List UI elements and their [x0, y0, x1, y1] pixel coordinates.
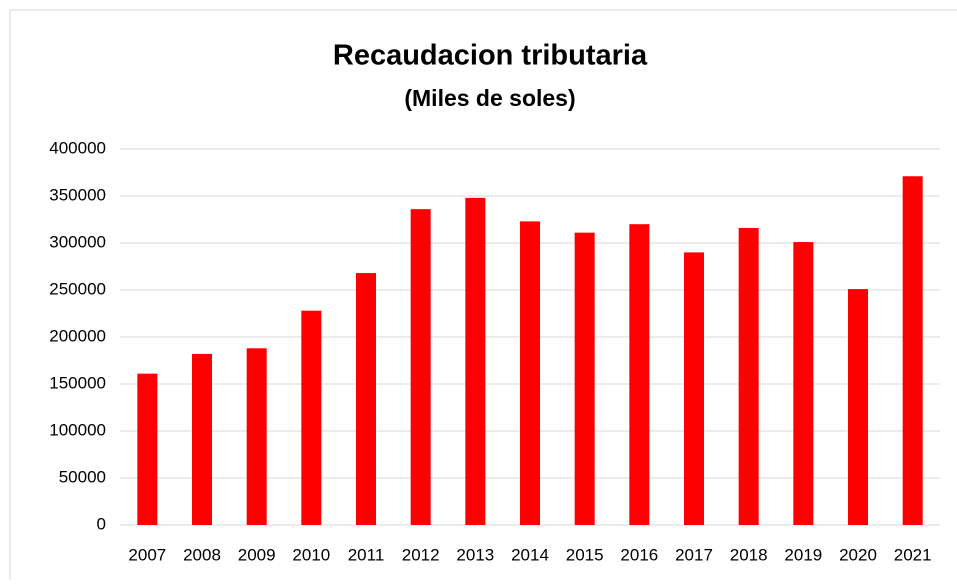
x-tick-label: 2007: [128, 545, 166, 564]
bar: [684, 252, 704, 525]
chart-title: Recaudacion tributaria: [333, 40, 648, 72]
x-tick-label: 2020: [839, 545, 877, 564]
y-tick-label: 200000: [49, 326, 106, 345]
chart-subtitle: (Miles de soles): [404, 85, 575, 111]
x-tick-label: 2014: [511, 545, 549, 564]
bar: [192, 353, 212, 525]
x-tick-label: 2008: [183, 545, 221, 564]
bar: [356, 273, 376, 525]
x-tick-label: 2009: [238, 545, 276, 564]
bar: [520, 221, 540, 525]
x-tick-label: 2016: [620, 545, 658, 564]
bar: [301, 310, 322, 525]
bar: [410, 209, 431, 525]
y-tick-label: 0: [97, 514, 106, 533]
bar: [465, 197, 486, 525]
x-tick-label: 2019: [784, 545, 822, 564]
x-tick-label: 2011: [348, 545, 385, 564]
y-tick-label: 350000: [49, 185, 106, 204]
x-tick-label: 2017: [675, 545, 713, 564]
y-tick-label: 300000: [49, 232, 106, 251]
bar: [137, 373, 158, 525]
y-tick-label: 250000: [49, 279, 106, 298]
bar: [246, 348, 267, 525]
x-tick-label: 2010: [292, 545, 330, 564]
x-tick-label: 2013: [456, 545, 494, 564]
bar: [574, 232, 595, 525]
bar: [629, 224, 650, 525]
bar: [848, 289, 868, 525]
y-tick-label: 50000: [59, 467, 106, 486]
x-tick-label: 2018: [730, 545, 768, 564]
x-tick-label: 2021: [894, 545, 932, 564]
bar: [902, 176, 923, 525]
y-tick-label: 400000: [49, 138, 106, 157]
bar: [738, 227, 759, 525]
x-tick-label: 2012: [402, 545, 440, 564]
bar: [793, 242, 814, 525]
y-tick-label: 150000: [49, 373, 106, 392]
x-tick-label: 2015: [566, 545, 604, 564]
y-tick-label: 100000: [49, 420, 106, 439]
